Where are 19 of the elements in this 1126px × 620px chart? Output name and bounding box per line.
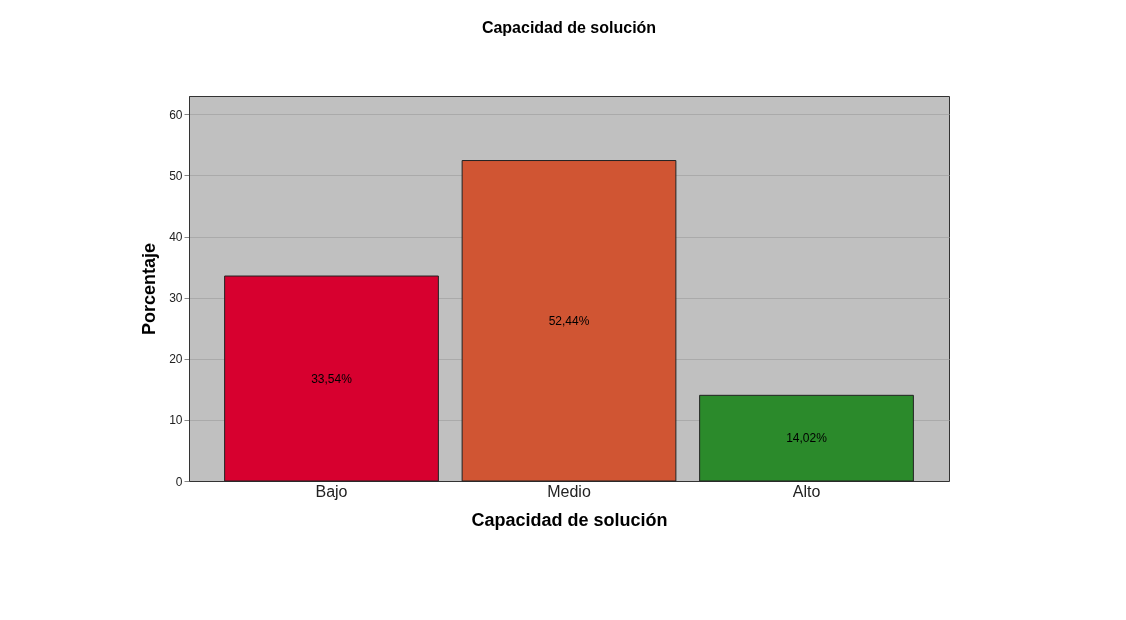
data-label: 14,02%: [786, 431, 828, 446]
x-axis-title: Capacidad de solución: [471, 509, 668, 530]
x-tick-label: Bajo: [315, 482, 348, 500]
x-tick-label: Medio: [547, 482, 591, 500]
data-label: 52,44%: [548, 313, 590, 328]
y-tick-label: 0: [175, 474, 183, 489]
data-label: 33,54%: [311, 371, 353, 386]
bar: [699, 394, 914, 482]
y-tick-label: 50: [169, 168, 183, 183]
y-tick-label: 30: [169, 291, 183, 306]
y-tick-label: 10: [169, 413, 183, 428]
y-tick-label: 20: [169, 352, 183, 367]
y-tick-label: 40: [169, 230, 183, 245]
bar: [224, 275, 439, 482]
x-tick-label: Alto: [792, 482, 821, 500]
y-tick-label: 60: [169, 107, 183, 122]
y-axis-title: Porcentaje: [139, 242, 160, 336]
chart-title: Capacidad de solución: [481, 19, 657, 36]
bar: [461, 160, 677, 482]
